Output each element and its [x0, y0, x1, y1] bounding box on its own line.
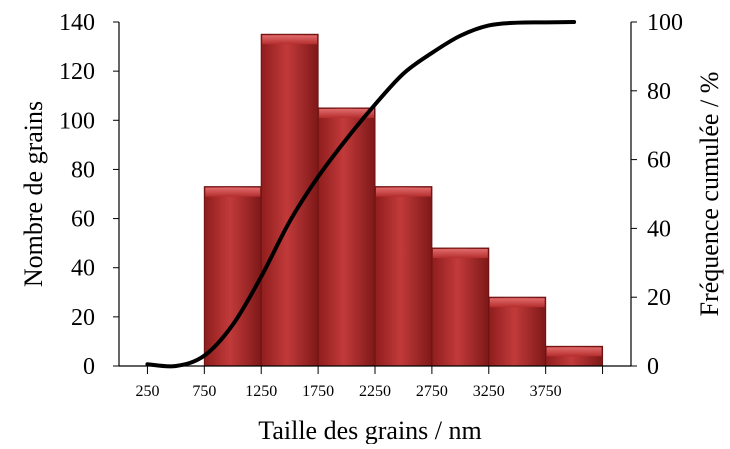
y2-tick-label-5: 100 — [647, 10, 683, 36]
y-tick-label-2: 40 — [71, 256, 95, 282]
y-tick-label-6: 120 — [59, 59, 95, 85]
histogram-bar-3 — [317, 107, 376, 367]
x-tick-label-3: 1750 — [302, 383, 334, 400]
histogram-bar-top-6 — [489, 298, 545, 308]
histogram-bar-body-6 — [488, 296, 547, 367]
y2-tick-label-0: 0 — [647, 354, 659, 380]
histogram-bar-body-2 — [260, 33, 319, 367]
x-tick-label-6: 3250 — [473, 383, 505, 400]
histogram-bar-body-1 — [203, 186, 262, 367]
x-tick-label-0: 250 — [135, 383, 159, 400]
histogram-bar-top-1 — [205, 187, 261, 197]
y2-tick-label-4: 80 — [647, 79, 671, 105]
y2-tick-label-3: 60 — [647, 148, 671, 174]
x-tick-label-4: 2250 — [359, 383, 391, 400]
y-tick-label-0: 0 — [83, 354, 95, 380]
y-axis-title: Nombre de grains — [19, 101, 48, 287]
y-tick-label-4: 80 — [71, 157, 95, 183]
x-tick-label-1: 750 — [192, 383, 216, 400]
histogram-bar-top-5 — [432, 249, 488, 259]
labels-layer: 0 20 40 60 80 100 120 140 0 20 40 60 80 100 250 750 1250… — [59, 10, 683, 400]
x-tick-label-7: 3750 — [530, 383, 562, 400]
histogram-bar-top-2 — [262, 35, 318, 45]
bars-layer — [203, 33, 604, 367]
y-tick-label-7: 140 — [59, 10, 95, 36]
histogram-bar-top-3 — [319, 109, 374, 118]
y2-axis-title: Fréquence cumulée / % — [695, 72, 724, 317]
histogram-bar-body-4 — [374, 186, 433, 367]
histogram-bar-body-3 — [317, 107, 376, 367]
histogram-bar-2 — [260, 33, 319, 367]
x-tick-label-5: 2750 — [416, 383, 448, 400]
histogram-bar-top-7 — [546, 347, 602, 357]
y2-tick-label-2: 40 — [647, 216, 671, 242]
cumulative-frequency-line — [145, 20, 577, 369]
histogram-bar-4 — [374, 186, 433, 367]
x-axis-title: Taille des grains / nm — [258, 416, 481, 444]
x-tick-label-2: 1250 — [245, 383, 277, 400]
histogram-bar-6 — [488, 296, 547, 367]
histogram-bar-7 — [545, 345, 604, 367]
y2-tick-label-1: 20 — [647, 285, 671, 311]
y-tick-label-3: 60 — [71, 207, 95, 233]
histogram-bar-body-5 — [431, 247, 490, 367]
cumulative-curve-layer — [145, 20, 577, 369]
y-tick-label-1: 20 — [71, 305, 95, 331]
ticks-layer — [113, 21, 637, 374]
histogram-bar-5 — [431, 247, 490, 367]
histogram-bar-1 — [203, 186, 262, 367]
histogram-bar-top-4 — [376, 187, 431, 197]
y-tick-label-5: 100 — [59, 108, 95, 134]
